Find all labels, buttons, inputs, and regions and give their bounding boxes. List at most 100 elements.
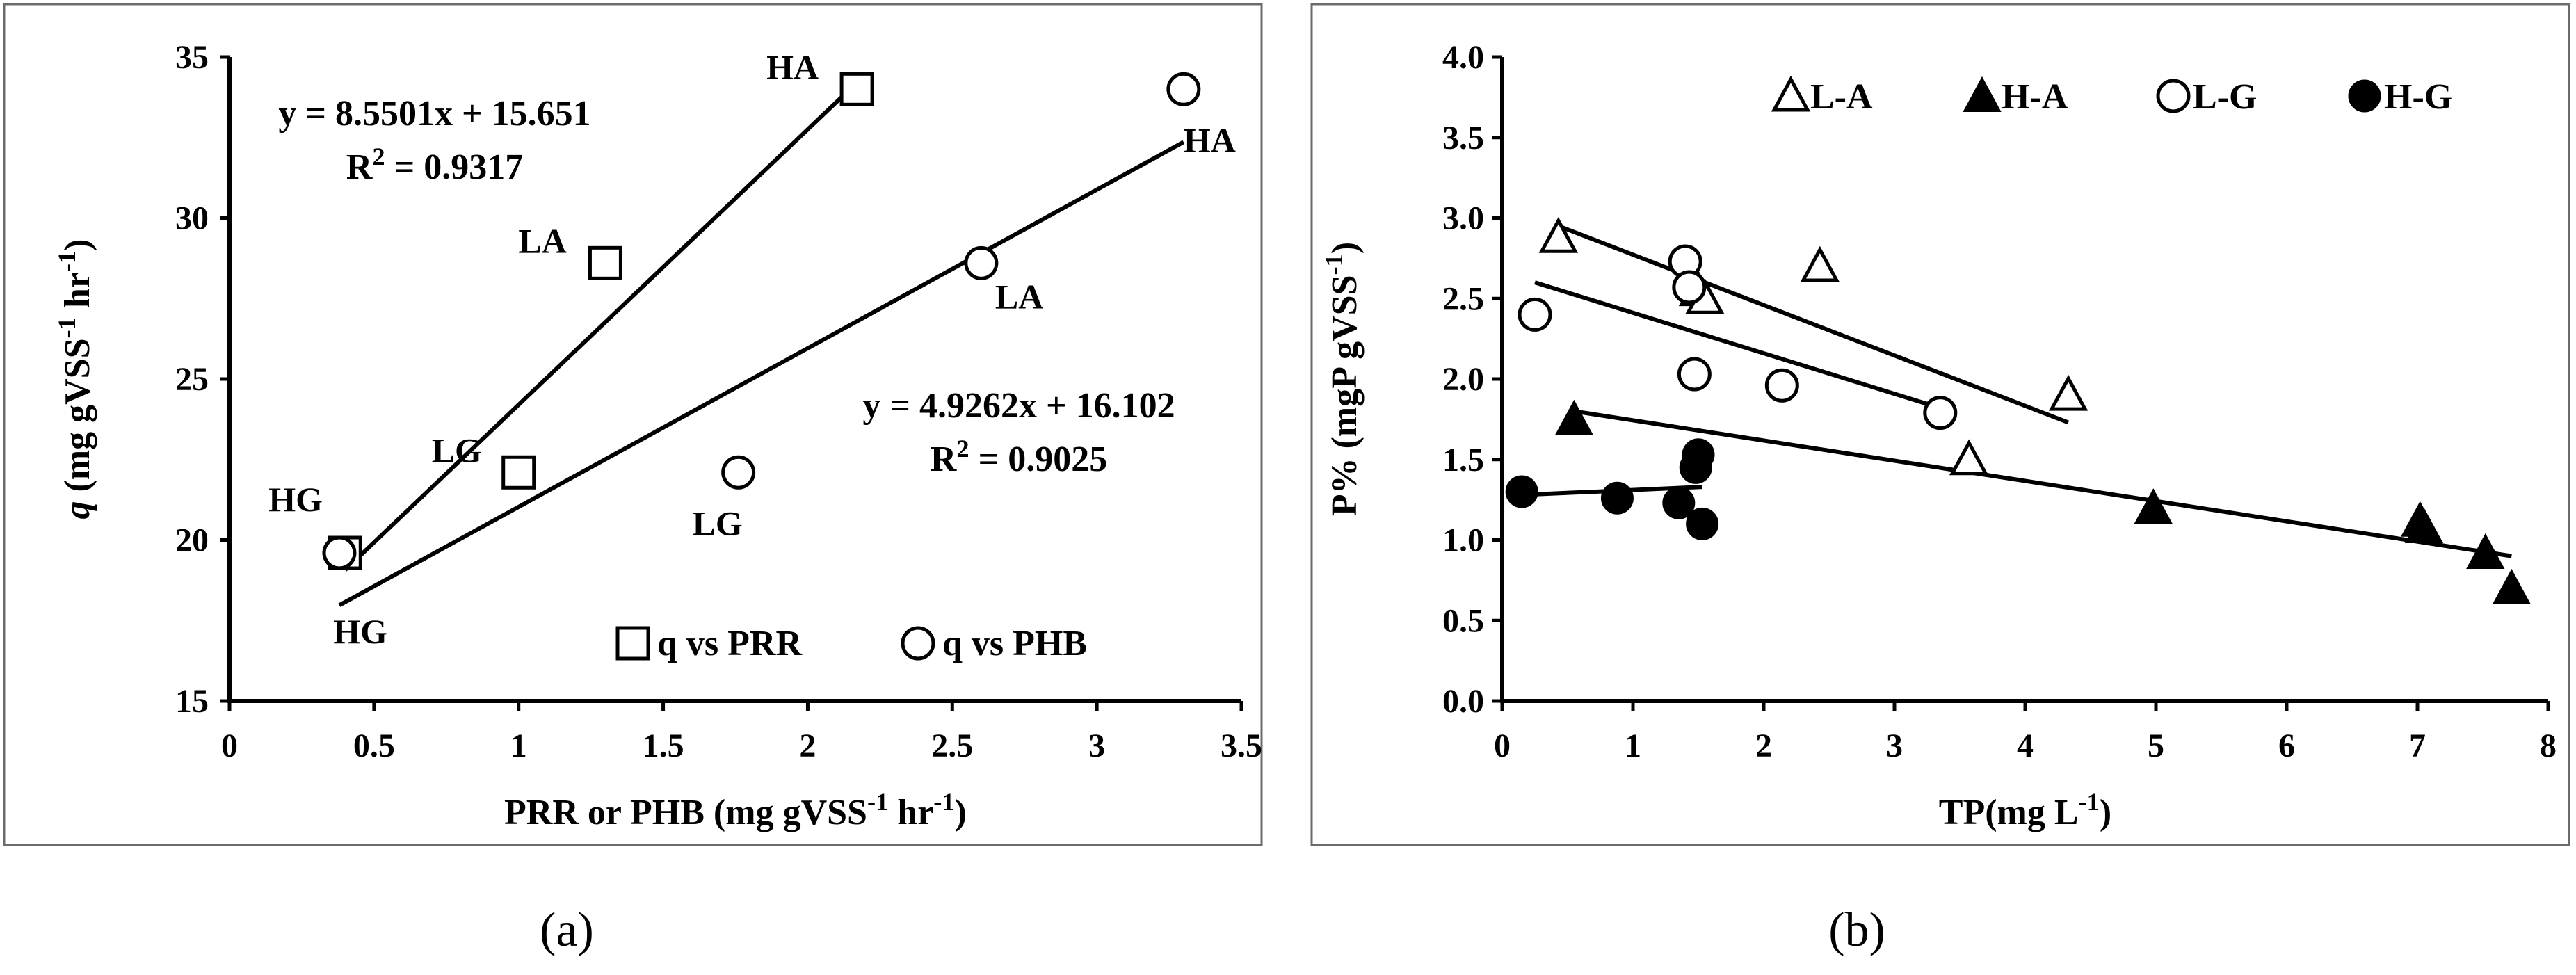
- trendline-phb: [338, 140, 1185, 607]
- chart-panel-b: 0.0 0.5 1.0 1.5 2.0 2.5 3.0 3.5 4.0 0 1 2 3 4 5 6 7 8 TP(m…: [1310, 3, 2570, 846]
- equation-prr: y = 8.5501x + 15.651: [278, 94, 590, 134]
- x-tick-label: 2.5: [931, 727, 973, 764]
- data-point-h-a: [2492, 568, 2531, 604]
- trendline-l-a: [1554, 222, 2070, 425]
- x-tick-label: 3: [1886, 727, 1903, 764]
- x-tick-label: 4: [2017, 727, 2034, 764]
- y-tick-label: 2.5: [1442, 280, 1484, 317]
- y-tick-label: 2.0: [1442, 361, 1484, 398]
- data-point-h-a: [2134, 488, 2173, 524]
- legend-marker-l-g: [2156, 79, 2191, 113]
- y-tick-label: 30: [175, 200, 209, 237]
- point-label: HA: [766, 47, 819, 86]
- data-point-l-g: [1764, 368, 1799, 403]
- panel-a-frame: [3, 3, 1263, 846]
- legend-label-h-g: H-G: [2384, 77, 2452, 117]
- data-point-l-a: [1949, 439, 1989, 476]
- data-point-h-a: [1554, 399, 1594, 435]
- y-tick-label: 0.0: [1442, 683, 1484, 720]
- point-label: LG: [693, 503, 743, 542]
- caption-a: (a): [540, 903, 594, 957]
- y-tick-label: 1.0: [1442, 522, 1484, 559]
- x-tick-label: 8: [2540, 727, 2557, 764]
- trendline-h-a: [1573, 409, 2512, 558]
- legend-marker-prr: [615, 626, 650, 661]
- data-point-l-a: [1538, 217, 1579, 253]
- x-tick-label: 1: [1625, 727, 1641, 764]
- point-label: HA: [1184, 120, 1236, 159]
- point-label: HG: [333, 612, 387, 651]
- data-point-l-a: [2048, 374, 2088, 411]
- data-point-h-a: [2404, 507, 2444, 543]
- y-tick-label: 3.5: [1442, 120, 1484, 156]
- point-label: LA: [995, 277, 1043, 316]
- x-axis-title: PRR or PHB (mg gVSS-1 hr-1): [504, 788, 967, 832]
- legend-label-h-a: H-A: [2002, 77, 2068, 117]
- legend-marker-l-a: [1771, 75, 1811, 112]
- axes: [1500, 57, 2548, 703]
- data-point-l-g: [1677, 357, 1712, 392]
- legend-label-phb: q vs PHB: [942, 624, 1087, 663]
- x-tick-label: 1: [510, 727, 527, 764]
- legend-label-prr: q vs PRR: [657, 624, 803, 663]
- x-axis-title: TP(mg L-1): [1939, 788, 2111, 832]
- legend-marker-phb: [901, 626, 935, 661]
- x-tick-label: 3: [1088, 727, 1105, 764]
- y-tick-label: 25: [175, 361, 209, 398]
- x-tick-label: 2: [1755, 727, 1772, 764]
- data-point-phb: [721, 455, 756, 490]
- legend: q vs PRR q vs PHB: [615, 624, 1087, 663]
- trendline-prr: [344, 81, 859, 572]
- equation-phb: y = 4.9262x + 16.102: [862, 386, 1175, 426]
- data-point-h-a: [2466, 533, 2505, 570]
- x-tick-label: 7: [2409, 727, 2426, 764]
- data-point-phb: [1166, 72, 1201, 106]
- chart-panel-a: 15 20 25 30 35 0 0.5 1 1.5 2 2.5 3 3.5 PRR or PHB (mg…: [3, 3, 1263, 846]
- x-tick-label: 0: [1494, 727, 1511, 764]
- data-point-l-g: [1672, 270, 1707, 305]
- r2-prr: R2 = 0.9317: [346, 143, 523, 187]
- x-tick-label: 3.5: [1221, 727, 1262, 764]
- point-label: LG: [432, 430, 482, 469]
- y-tick-label: 20: [175, 522, 209, 559]
- data-point-h-g: [1600, 481, 1634, 515]
- r2-phb: R2 = 0.9025: [931, 435, 1107, 479]
- x-tick-label: 6: [2278, 727, 2295, 764]
- x-tick-label: 0.5: [353, 727, 395, 764]
- trendline-l-g: [1534, 280, 1941, 410]
- x-tick-label: 5: [2148, 727, 2164, 764]
- y-axis-title: P% (mgP gVSS-1): [1320, 242, 1365, 516]
- data-point-h-g: [1662, 486, 1696, 519]
- y-axis-title: q (mg gVSS-1 hr-1): [53, 239, 97, 519]
- point-label: HG: [268, 480, 323, 519]
- legend-label-l-g: L-G: [2193, 77, 2257, 117]
- legend-label-l-a: L-A: [1810, 77, 1873, 117]
- data-point-l-g: [1923, 396, 1958, 430]
- panel-b-frame: [1310, 3, 2570, 846]
- y-tick-label: 15: [175, 683, 209, 720]
- y-tick-label: 35: [175, 39, 209, 76]
- data-point-h-g: [1505, 475, 1538, 508]
- data-point-prr: [501, 455, 536, 490]
- data-point-l-a: [1800, 245, 1840, 282]
- legend-marker-h-g: [2348, 79, 2381, 113]
- data-point-prr: [588, 245, 622, 280]
- y-tick-label: 0.5: [1442, 602, 1484, 639]
- x-tick-label: 0: [221, 727, 238, 764]
- data-point-h-g: [1686, 507, 1719, 540]
- data-point-h-g: [1682, 438, 1715, 472]
- y-tick-label: 3.0: [1442, 200, 1484, 237]
- x-tick-label: 1.5: [643, 727, 684, 764]
- data-point-phb: [322, 535, 357, 570]
- y-tick-label: 1.5: [1442, 442, 1484, 478]
- data-point-phb: [964, 245, 999, 280]
- y-tick-label: 4.0: [1442, 39, 1484, 76]
- point-label: LA: [518, 221, 566, 260]
- data-point-l-g: [1518, 297, 1552, 332]
- legend-marker-h-a: [1963, 76, 2002, 112]
- x-tick-label: 2: [799, 727, 816, 764]
- data-point-prr: [839, 72, 874, 106]
- caption-b: (b): [1828, 903, 1885, 957]
- legend: L-A H-A L-G H-G: [1771, 75, 2452, 117]
